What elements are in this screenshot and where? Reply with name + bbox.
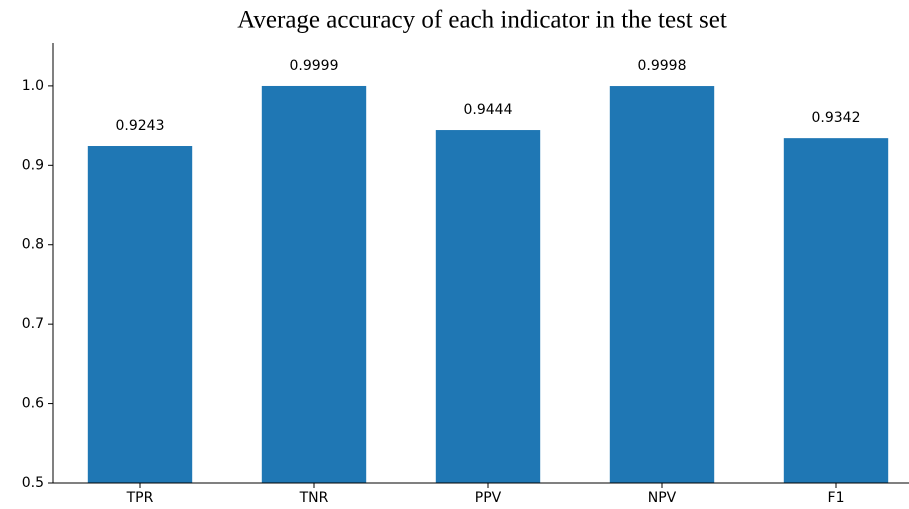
- x-tick-label: F1: [828, 490, 845, 506]
- x-tick-label: TNR: [299, 490, 329, 506]
- data-label: 0.9998: [638, 58, 687, 74]
- data-label: 0.9342: [812, 110, 861, 126]
- data-label: 0.9999: [290, 58, 339, 74]
- y-tick-label: 0.9: [22, 157, 44, 173]
- chart-title: Average accuracy of each indicator in th…: [237, 7, 727, 34]
- x-tick-label: NPV: [648, 490, 677, 506]
- bar: [87, 146, 193, 483]
- x-tick-label: PPV: [475, 490, 502, 506]
- x-tick-label: TPR: [126, 490, 154, 506]
- bar: [783, 138, 889, 483]
- data-label: 0.9444: [464, 102, 513, 118]
- y-tick-label: 0.7: [22, 316, 44, 332]
- y-tick-label: 0.6: [22, 396, 44, 412]
- y-tick-label: 1.0: [22, 78, 44, 94]
- data-label: 0.9243: [116, 118, 165, 134]
- bar: [609, 86, 715, 483]
- y-tick-label: 0.5: [22, 475, 44, 491]
- y-tick-label: 0.8: [22, 237, 44, 253]
- bar: [435, 130, 541, 483]
- bar: [261, 85, 367, 484]
